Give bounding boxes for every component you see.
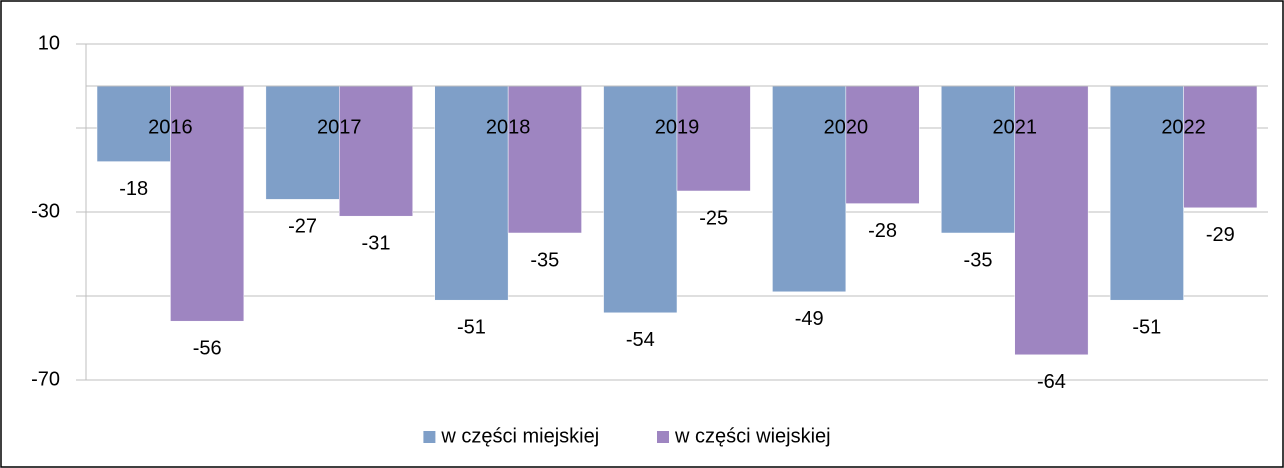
data-label: -64 <box>1037 371 1066 393</box>
bar <box>434 85 509 301</box>
data-label: -18 <box>119 178 148 200</box>
bar <box>1109 85 1184 301</box>
data-label: -35 <box>530 249 559 271</box>
x-tick-label: 2020 <box>824 116 869 138</box>
legend-swatch <box>423 431 436 443</box>
legend-label: w części wiejskiej <box>674 425 831 447</box>
legend-label: w części miejskiej <box>440 425 599 447</box>
x-tick-label: 2017 <box>317 116 362 138</box>
y-tick-label: -70 <box>31 368 60 390</box>
data-label: -28 <box>868 220 897 242</box>
bar <box>1014 85 1089 356</box>
bar <box>339 85 413 217</box>
data-label: -51 <box>457 316 486 338</box>
data-label: -49 <box>795 308 824 330</box>
y-tick-label: -30 <box>31 200 60 222</box>
bar <box>1183 85 1258 209</box>
x-tick-label: 2021 <box>992 116 1037 138</box>
data-label: -56 <box>193 337 222 359</box>
bar <box>772 85 847 293</box>
legend-swatch <box>657 431 669 443</box>
bar <box>676 85 751 192</box>
x-tick-label: 2018 <box>486 116 531 138</box>
y-tick-label: 10 <box>38 32 60 54</box>
x-tick-label: 2016 <box>148 116 193 138</box>
bar <box>170 85 245 322</box>
data-label: -51 <box>1132 316 1161 338</box>
data-label: -31 <box>362 232 391 254</box>
data-label: -25 <box>699 207 728 229</box>
x-tick-label: 2019 <box>655 116 700 138</box>
bar <box>941 85 1015 234</box>
bar <box>265 85 340 200</box>
data-label: -27 <box>288 216 317 238</box>
data-label: -35 <box>964 249 993 271</box>
data-label: -54 <box>626 329 655 351</box>
x-tick-label: 2022 <box>1161 116 1206 138</box>
data-label: -29 <box>1206 224 1235 246</box>
bar <box>507 85 582 234</box>
bar <box>845 85 920 204</box>
